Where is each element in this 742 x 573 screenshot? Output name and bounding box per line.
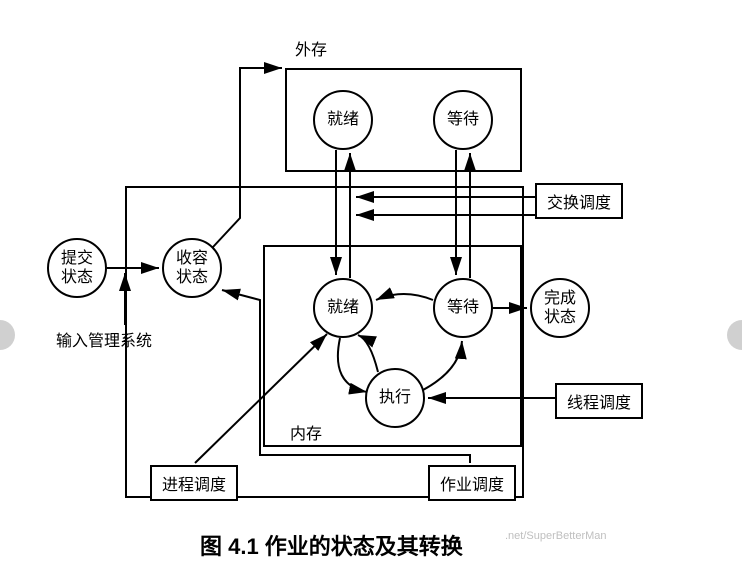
input-sys-label: 输入管理系统 [56,327,152,351]
job-state-diagram: 提交状态 收容状态 就绪 等待 就绪 等待 执行 完成状态 交换调度 线程调度 … [0,0,742,573]
job-sched-label: 作业调度 [428,465,516,501]
node-submit: 提交状态 [47,238,107,298]
node-label: 执行 [379,388,411,407]
label-text: 内存 [290,426,322,443]
label-text: 交换调度 [547,195,611,212]
int-mem-label: 内存 [290,420,322,444]
watermark: .net/SuperBetterMan [505,530,607,542]
node-label: 就绪 [327,110,359,129]
node-label: 收容状态 [176,249,208,287]
watermark-text: .net/SuperBetterMan [505,530,607,542]
node-mem-wait: 等待 [433,278,493,338]
node-label: 就绪 [327,298,359,317]
label-text: 输入管理系统 [56,333,152,350]
node-done: 完成状态 [530,278,590,338]
node-mem-ready: 就绪 [313,278,373,338]
proc-sched-label: 进程调度 [150,465,238,501]
node-ext-ready: 就绪 [313,90,373,150]
swap-sched-label: 交换调度 [535,183,623,219]
label-text: 线程调度 [567,395,631,412]
node-ext-wait: 等待 [433,90,493,150]
label-text: 外存 [295,42,327,59]
figure-caption: 图 4.1 作业的状态及其转换 [200,529,463,561]
node-label: 等待 [447,298,479,317]
label-text: 进程调度 [162,477,226,494]
ext-mem-label: 外存 [295,36,327,60]
node-label: 提交状态 [61,249,93,287]
caption-text: 图 4.1 作业的状态及其转换 [200,534,463,559]
node-exec: 执行 [365,368,425,428]
node-admit: 收容状态 [162,238,222,298]
label-text: 作业调度 [440,477,504,494]
node-label: 完成状态 [544,289,576,327]
node-label: 等待 [447,110,479,129]
thread-sched-label: 线程调度 [555,383,643,419]
job-box [125,186,524,498]
